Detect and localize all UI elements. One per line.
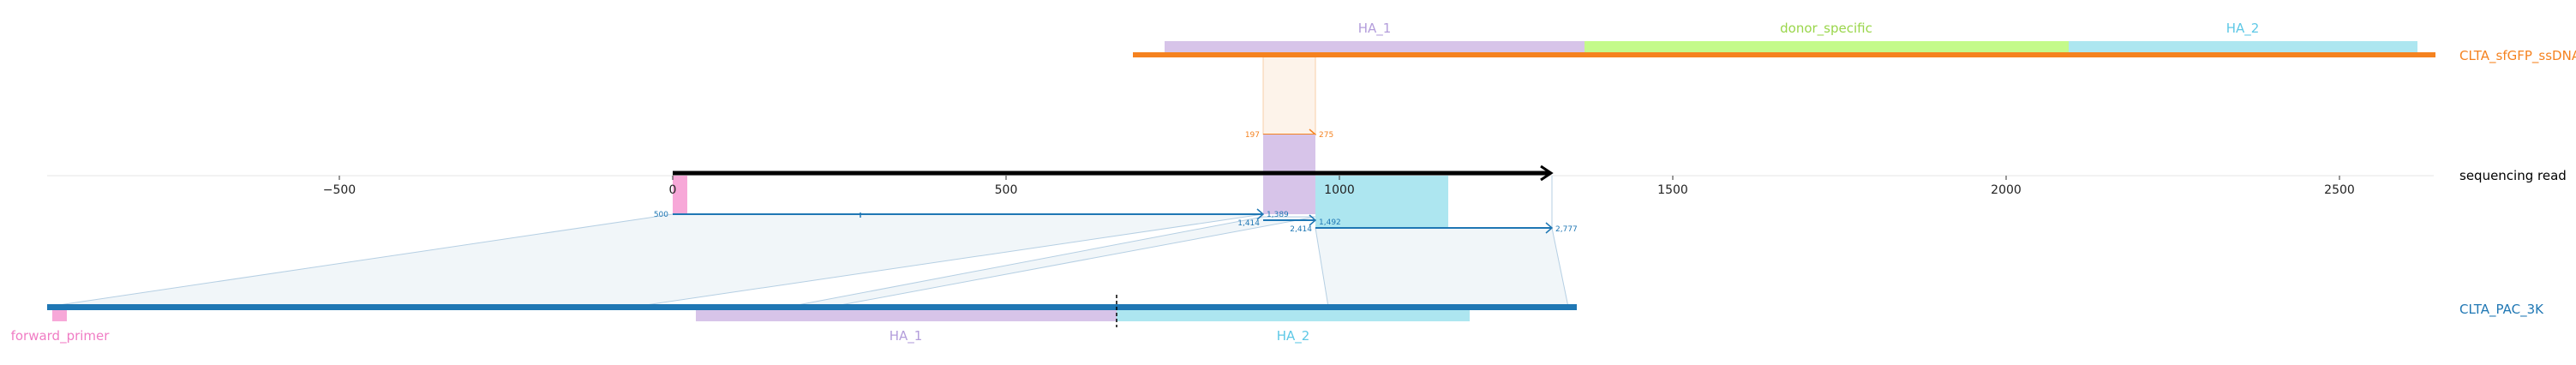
ssdna-track-label: CLTA_sfGFP_ssDNA [2459, 48, 2576, 64]
ssdna-feature-ha1 [1165, 41, 1585, 53]
pac-read-ribbon-3 [1315, 227, 1569, 308]
axis-tick-label: 500 [995, 183, 1018, 197]
pac-feature-primer [52, 309, 67, 321]
axis-tick-label: 0 [669, 183, 677, 197]
pac-alignments: 500 1,389 1,414 1,492 2,414 2,777 [654, 208, 1578, 234]
pac-track-label: CLTA_PAC_3K [2459, 302, 2544, 318]
ssdna-ha2-label: HA_2 [2226, 21, 2260, 37]
pac-aln-1-start: 500 [654, 211, 668, 219]
ssdna-aln-start: 197 [1245, 131, 1260, 140]
pac-track: forward_primer HA_1 HA_2 CLTA_PAC_3K [11, 295, 2544, 344]
ssdna-ha1-label: HA_1 [1358, 21, 1392, 37]
ssdna-aln-end: 275 [1319, 131, 1333, 140]
pac-primer-label: forward_primer [11, 328, 111, 344]
pac-aln-3-end: 2,777 [1555, 225, 1578, 234]
pac-alignment-3-arrowhead [1545, 222, 1554, 234]
pac-aln-1-end: 1,389 [1267, 211, 1289, 219]
axis-tick-label: 2000 [1991, 183, 2022, 197]
ssdna-track: HA_1 donor_specific HA_2 CLTA_sfGFP_ssDN… [1133, 21, 2576, 64]
read-track: sequencing read [673, 135, 2567, 228]
pac-aln-3-start: 2,414 [1290, 225, 1312, 234]
pac-alignment-2-arrowhead [1309, 214, 1317, 226]
pac-feature-ha2 [1117, 309, 1470, 321]
read-track-label: sequencing read [2459, 168, 2567, 183]
read-feature-primer [673, 176, 687, 214]
ssdna-read-ribbon [1262, 56, 1316, 135]
ssdna-feature-ha2 [2069, 41, 2417, 53]
pac-feature-ha1 [696, 309, 1117, 321]
pac-ha1-label: HA_1 [890, 328, 923, 344]
read-feature-ha2 [1315, 176, 1448, 228]
axis-tick-label: 1000 [1324, 183, 1355, 197]
pac-aln-2-start: 1,414 [1237, 219, 1260, 228]
ssdna-feature-donor [1585, 41, 2069, 53]
pac-alignment-1-arrowhead [1256, 208, 1265, 220]
ssdna-backbone [1133, 52, 2435, 57]
ssdna-donor-label: donor_specific [1780, 21, 1872, 37]
axis-tick-label: −500 [323, 183, 356, 197]
pac-ha2-label: HA_2 [1277, 328, 1310, 344]
read-backbone-arrowhead [1540, 165, 1554, 182]
axis-ticks: −500 0 500 1000 1500 2000 2500 [323, 176, 2355, 197]
axis-tick-label: 2500 [2324, 183, 2355, 197]
axis-tick-label: 1500 [1657, 183, 1688, 197]
pac-backbone [47, 304, 1577, 310]
pac-aln-2-end: 1,492 [1319, 218, 1341, 227]
